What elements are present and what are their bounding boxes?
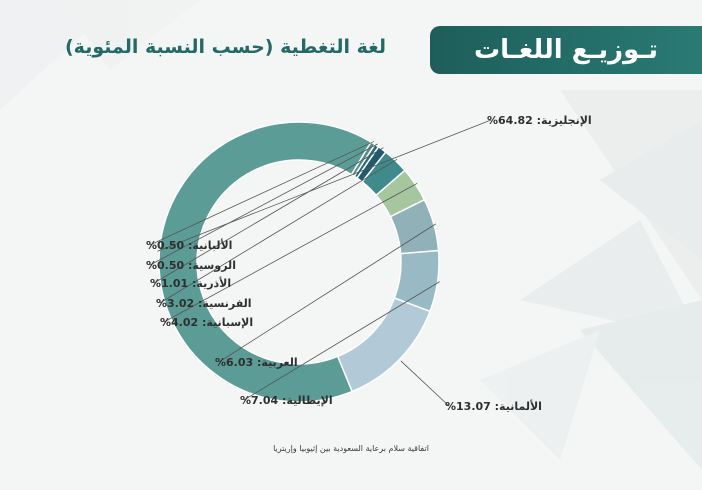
footnote: اتفاقية سلام برعاية السعودية بين إثيوبيا… [273,444,429,453]
leader-line-7 [149,143,378,266]
donut-chart [158,121,440,403]
leader-line-5 [159,158,398,304]
slice-label-6: الأذرية: 1.01% [150,276,231,290]
slice-label-5: الفرنسية: 3.02% [156,297,252,310]
title-banner: تـوزيـع اللغـات [430,26,702,74]
slice-label-2: الإيطالية: 7.04% [240,394,333,407]
slice-label-0: الإنجليزية: 64.82% [487,114,592,127]
slice-label-4: الإسبانية: 4.02% [160,316,253,329]
leader-line-8 [149,141,375,246]
leader-line-1 [400,360,450,407]
chart-subtitle: لغة التغطية (حسب النسبة المئوية) [65,36,386,58]
slice-label-1: الألمانية: 13.07% [445,399,542,413]
donut-slice-1 [336,296,431,393]
page-title: تـوزيـع اللغـات [473,35,659,65]
slice-label-7: الروسية: 0.50% [146,259,236,272]
donut-slice-0 [158,121,373,403]
leader-line-3 [218,223,437,363]
leader-line-2 [243,281,440,401]
leader-line-4 [163,182,418,323]
background-triangle-pattern [580,120,702,470]
leader-line-6 [153,147,384,284]
slice-label-8: الألبانية: 0.50% [146,238,232,252]
leader-line-0 [157,119,492,252]
chart-labels: الإنجليزية: 64.82% الألمانية: 13.07% الإيط… [146,114,592,413]
slice-label-3: العربية: 6.03% [215,356,298,369]
